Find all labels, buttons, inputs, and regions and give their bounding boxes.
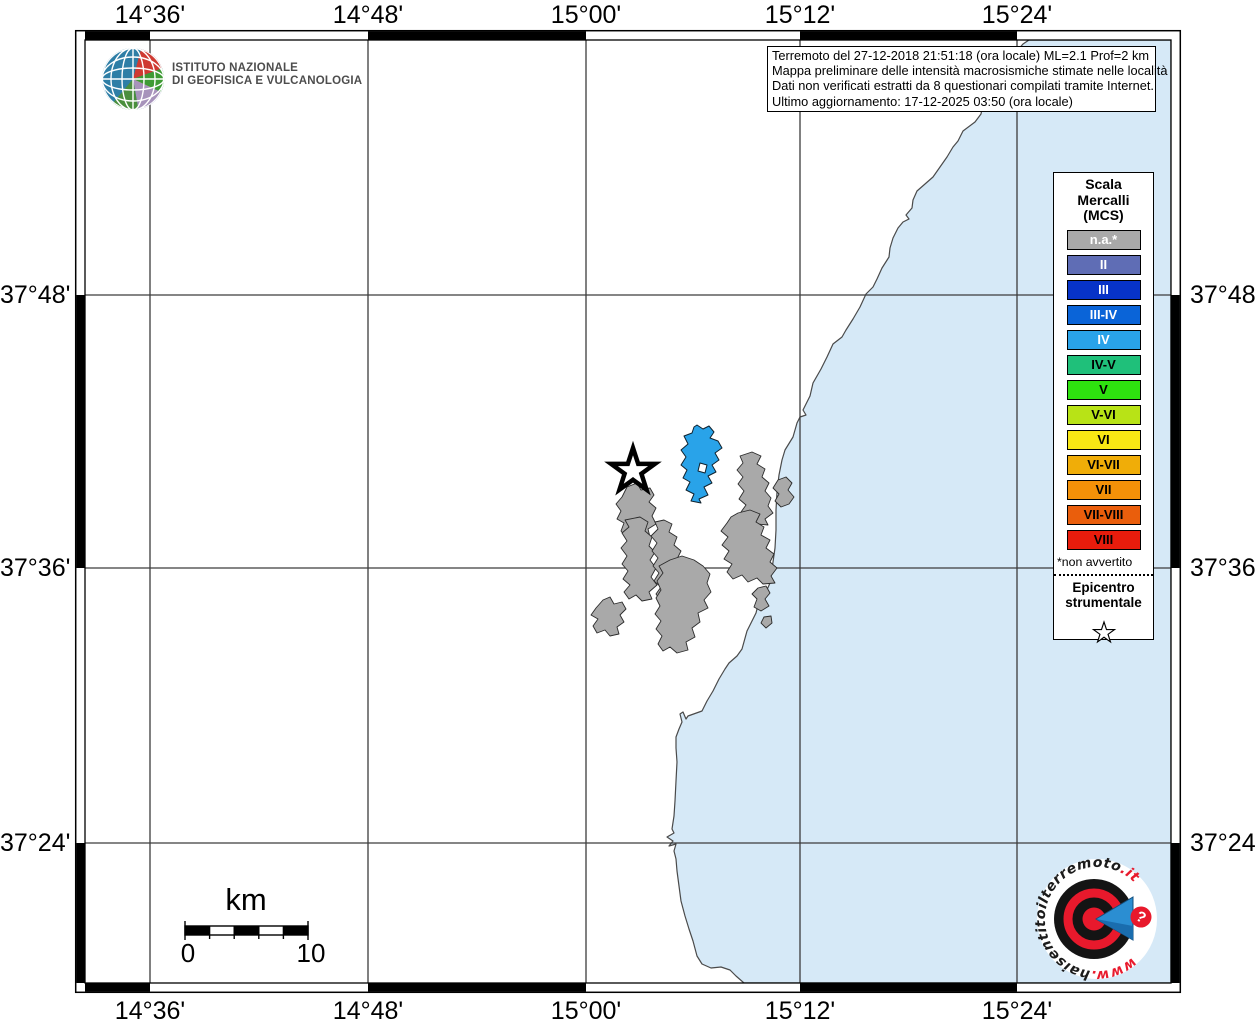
locality-polygon — [654, 555, 712, 654]
map-description: Mappa preliminare delle intensità macros… — [772, 63, 1168, 79]
frame-black-segments — [76, 31, 1180, 992]
legend-item-na: n.a.* — [1066, 229, 1141, 250]
legend-star-wrap — [1054, 617, 1153, 654]
axis-label-lon-bottom: 15°12' — [764, 997, 836, 1024]
axis-label-lon-top: 15°12' — [764, 1, 836, 29]
scale-end-label: 10 — [296, 938, 326, 968]
epicenter-star — [611, 448, 655, 490]
legend-item-iv: IV — [1066, 329, 1141, 350]
axis-label-lat-left: 37°24' — [0, 829, 71, 857]
intensity-legend: Scala Mercalli (MCS) n.a.* II III III-IV… — [1053, 172, 1154, 643]
legend-item-vii: VII — [1066, 479, 1141, 500]
axis-label-lon-top: 14°48' — [332, 1, 404, 29]
legend-item-iv-v: IV-V — [1066, 354, 1141, 375]
ingv-name-line2: DI GEOFISICA E VULCANOLOGIA — [172, 74, 363, 87]
scale-start-label: 0 — [180, 938, 196, 968]
ingv-logo — [102, 48, 164, 110]
axis-label-lon-bottom: 14°48' — [332, 997, 404, 1024]
legend-item-vii-viii: VII-VIII — [1066, 504, 1141, 525]
axis-label-lat-right: 37°24' — [1190, 829, 1255, 857]
locality-felt-iv — [680, 424, 723, 504]
data-disclaimer: Dati non verificati estratti da 8 questi… — [772, 78, 1154, 94]
axis-label-lon-bottom: 15°00' — [550, 997, 622, 1024]
epicenter-star-icon — [1091, 619, 1116, 643]
hsit-target-center — [1082, 907, 1106, 931]
globe-graticule — [102, 48, 164, 110]
locality-polygon — [620, 516, 658, 602]
scale-unit-label: km — [225, 882, 267, 917]
epicenter-label-line1: Epicentro — [1072, 579, 1135, 595]
axis-label-lat-left: 37°48' — [0, 281, 71, 309]
legend-item-v: V — [1066, 379, 1141, 400]
axis-label-lon-bottom: 14°36' — [114, 997, 186, 1024]
locality-polygon — [751, 585, 771, 612]
legend-footnote: *non avvertito — [1057, 554, 1133, 569]
localities-unclassified — [590, 451, 795, 654]
locality-polygon — [772, 476, 795, 508]
axis-label-lon-top: 15°00' — [550, 1, 622, 29]
locality-polygon — [760, 615, 773, 629]
legend-title-line: (MCS) — [1083, 207, 1124, 223]
axis-label-lon-top: 14°36' — [114, 1, 186, 29]
locality-polygon — [720, 509, 778, 585]
event-summary: Terremoto del 27-12-2018 21:51:18 (ora l… — [772, 48, 1150, 63]
ingv-name-line1: ISTITUTO NAZIONALE — [172, 62, 299, 74]
axis-label-lat-right: 37°36' — [1190, 554, 1255, 582]
event-info-box: Terremoto del 27-12-2018 21:51:18 (ora l… — [767, 46, 1168, 112]
axis-label-lat-left: 37°36' — [0, 554, 71, 582]
axis-label-lon-bottom: 15°24' — [981, 997, 1053, 1024]
legend-item-vi: VI — [1066, 429, 1141, 450]
felt-locality-polygon — [680, 424, 723, 504]
legend-title-line: Mercalli — [1077, 191, 1130, 208]
last-update: Ultimo aggiornamento: 17-12-2025 03:50 (… — [772, 93, 1073, 109]
legend-item-iii-iv: III-IV — [1066, 304, 1141, 325]
megaphone-shadow — [1096, 919, 1133, 940]
map-frame — [74, 29, 1182, 994]
legend-divider — [1054, 573, 1153, 576]
axis-label-lat-right: 37°48' — [1190, 281, 1255, 309]
locality-polygon — [590, 596, 627, 637]
legend-chips: n.a.* II III III-IV IV IV-V V V-VI VI VI… — [1054, 229, 1153, 550]
legend-item-iii: III — [1066, 279, 1141, 300]
scale-bar — [184, 921, 309, 940]
axis-label-lon-top: 15°24' — [981, 1, 1053, 29]
epicenter-label-line2: strumentale — [1065, 595, 1142, 610]
legend-item-ii: II — [1066, 254, 1141, 275]
sea — [666, 40, 1171, 983]
legend-title: Scala Mercalli (MCS) — [1054, 176, 1153, 224]
legend-item-v-vi: V-VI — [1066, 404, 1141, 425]
question-badge — [1130, 906, 1152, 928]
legend-item-vi-vii: VI-VII — [1066, 454, 1141, 475]
legend-title-line: Scala — [1085, 176, 1122, 192]
ingv-wordmark: ISTITUTO NAZIONALE DI GEOFISICA E VULCAN… — [172, 62, 362, 87]
legend-item-viii: VIII — [1066, 529, 1141, 550]
